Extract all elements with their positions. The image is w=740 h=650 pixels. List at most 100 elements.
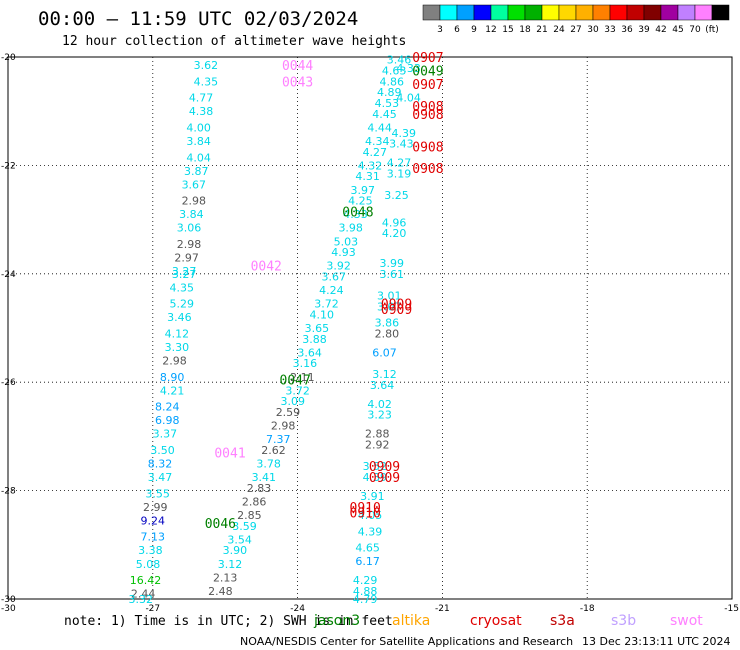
colorbar-label: 3 <box>437 25 443 35</box>
data-point-label: 2.85 <box>237 509 262 522</box>
data-point-label: 4.39 <box>358 525 383 538</box>
data-point-label: 4.35 <box>194 75 219 88</box>
data-point-label: 4.93 <box>331 246 356 259</box>
colorbar-swatch <box>677 4 696 21</box>
data-point-label: 4.31 <box>355 170 380 183</box>
y-tick-label: -26 <box>1 378 16 388</box>
data-point-label: 2.99 <box>143 501 168 514</box>
footer-credit: NOAA/NESDIS Center for Satellite Applica… <box>240 635 573 648</box>
data-point-label: 4.39 <box>392 127 417 140</box>
colorbar-swatch <box>473 4 492 21</box>
x-tick-label: -15 <box>724 604 739 614</box>
data-point-label: 2.11 <box>290 371 315 384</box>
time-label: 0044 <box>282 59 313 74</box>
data-point-label: 4.04 <box>396 92 421 105</box>
data-point-label: 4.00 <box>186 121 211 134</box>
data-point-label: 3.64 <box>370 379 395 392</box>
x-tick-label: -24 <box>290 604 305 614</box>
data-point-label: 3.65 <box>305 322 330 335</box>
data-point-label: 4.21 <box>160 384 185 397</box>
chart-title: 00:00 – 11:59 UTC 02/03/2024 <box>38 8 358 30</box>
time-label: 0907 <box>412 78 443 93</box>
colorbar-label: 39 <box>638 25 650 35</box>
data-point-label: 3.78 <box>256 458 281 471</box>
axis-ticks: -30 -27 -24 -21 -18 -15 -20 -22 -24 -26 -28 -30 <box>1 53 739 614</box>
plot-frame <box>7 56 733 600</box>
time-label: 0042 <box>251 260 282 275</box>
time-label: 0908 <box>412 140 443 155</box>
time-label: 0907 <box>412 51 443 66</box>
data-point-label: 3.91 <box>360 490 385 503</box>
time-label: 0046 <box>205 517 236 532</box>
data-point-label: 2.97 <box>174 252 199 265</box>
data-point-label: 4.29 <box>353 574 378 587</box>
time-label: 0048 <box>342 205 373 220</box>
data-point-label: 3.50 <box>150 444 175 457</box>
colorbar-swatch <box>592 4 611 21</box>
time-label: 0049 <box>412 65 443 80</box>
data-point-label: 2.80 <box>375 327 400 340</box>
data-point-label: 6.07 <box>372 346 397 359</box>
data-point-label: 2.83 <box>247 482 272 495</box>
data-point-label: 3.90 <box>223 544 248 557</box>
time-label: 0041 <box>214 447 245 462</box>
data-point-label: 3.09 <box>281 395 306 408</box>
x-tick-label: -21 <box>435 604 450 614</box>
colorbar-label: 27 <box>570 25 581 35</box>
legend-entry: cryosat <box>470 613 522 629</box>
data-point-label: 3.16 <box>293 357 318 370</box>
colorbar-swatch <box>626 4 645 21</box>
data-point-label: 3.86 <box>375 317 400 330</box>
legend-entry: jason3 <box>313 613 360 629</box>
data-point-label: 4.05 <box>358 509 383 522</box>
data-point-label: 3.12 <box>372 368 397 381</box>
colorbar-label: 12 <box>485 25 496 35</box>
data-point-label: 4.53 <box>375 97 400 110</box>
data-point-label: 2.44 <box>131 588 156 601</box>
data-point-label: 3.55 <box>145 487 170 500</box>
data-point-label: 2.62 <box>261 444 286 457</box>
time-label: 0910 <box>350 501 381 516</box>
time-label: 0908 <box>412 108 443 123</box>
data-point-label: 7.13 <box>141 531 166 544</box>
data-point-label: 3.25 <box>384 189 409 202</box>
colorbar-label: (ft) <box>705 25 719 35</box>
data-point-label: 5.29 <box>170 298 195 311</box>
data-point-label: 2.98 <box>182 195 207 208</box>
data-point-label: 3.64 <box>297 346 322 359</box>
data-point-label: 4.24 <box>319 284 344 297</box>
data-point-label: 3.01 <box>377 289 402 302</box>
colorbar-swatch <box>558 4 577 21</box>
data-point-label: 3.41 <box>252 471 277 484</box>
data-point-label: 4.02 <box>367 398 392 411</box>
time-labels: 0044004300420041090700490907090809080908… <box>205 51 444 532</box>
data-point-label: 6.17 <box>355 555 380 568</box>
data-point-label: 4.35 <box>170 281 195 294</box>
x-tick-label: -18 <box>580 604 595 614</box>
y-tick-label: -20 <box>1 53 16 63</box>
data-point-label: 3.46 <box>387 54 412 67</box>
data-point-label: 4.12 <box>165 327 190 340</box>
data-point-label: 3.98 <box>338 222 363 235</box>
data-point-label: 3.61 <box>379 268 404 281</box>
colorbar-swatch <box>575 4 594 21</box>
data-point-label: 3.38 <box>138 544 163 557</box>
time-label: 0909 <box>369 460 400 475</box>
colorbar-swatch <box>439 4 458 21</box>
data-point-label: 2.59 <box>276 406 301 419</box>
colorbar-swatch <box>694 4 713 21</box>
data-point-label: 3.07 <box>377 300 402 313</box>
data-point-label: 3.43 <box>389 138 414 151</box>
y-tick-label: -30 <box>1 595 16 605</box>
data-point-label: 4.38 <box>189 105 214 118</box>
time-label: 0908 <box>412 100 443 115</box>
data-point-label: 2.98 <box>177 238 202 251</box>
data-point-label: 3.72 <box>285 384 310 397</box>
data-point-label: 4.20 <box>382 227 407 240</box>
colorbar-label: 36 <box>621 25 633 35</box>
data-point-label: 3.27 <box>172 265 197 278</box>
y-tick-label: -28 <box>1 487 16 497</box>
data-point-label: 4.45 <box>372 108 397 121</box>
colorbar-swatch <box>660 4 679 21</box>
data-point-label: 4.44 <box>367 121 392 134</box>
